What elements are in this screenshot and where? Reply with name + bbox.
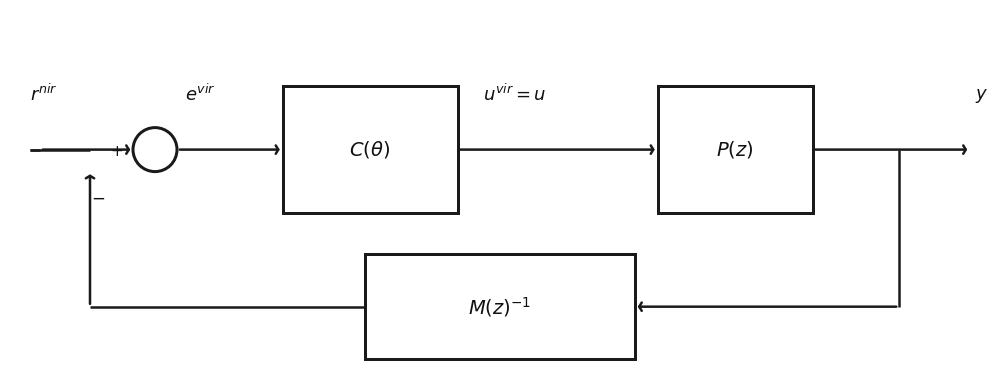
Bar: [365, 254, 635, 359]
Bar: [658, 86, 812, 213]
Text: $M(z)^{-1}$: $M(z)^{-1}$: [468, 295, 532, 319]
Ellipse shape: [133, 128, 177, 172]
Text: $r^{nir}$: $r^{nir}$: [30, 84, 58, 105]
Bar: [283, 86, 458, 213]
Text: $+$: $+$: [110, 145, 124, 159]
Text: $-$: $-$: [91, 189, 105, 206]
Text: $e^{vir}$: $e^{vir}$: [185, 84, 216, 105]
Text: $C(\theta)$: $C(\theta)$: [349, 139, 391, 160]
Text: $y$: $y$: [975, 87, 988, 105]
Text: $P(z)$: $P(z)$: [716, 139, 754, 160]
Text: $u^{vir}=u$: $u^{vir}=u$: [483, 84, 546, 105]
